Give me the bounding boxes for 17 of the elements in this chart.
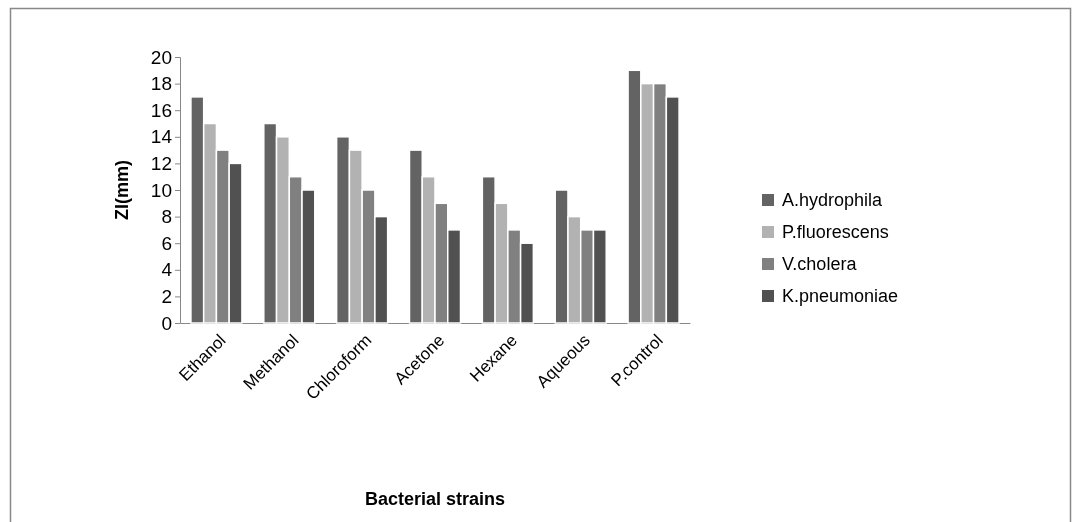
y-tick-label: 0 bbox=[161, 312, 172, 334]
legend-label: A.hydrophila bbox=[782, 190, 884, 211]
y-tick-label: 2 bbox=[161, 285, 172, 307]
y-tick-label: 6 bbox=[161, 232, 172, 254]
y-tick-label: 10 bbox=[150, 179, 172, 201]
y-tick-label: 18 bbox=[150, 73, 172, 95]
y-axis-title: ZI(mm) bbox=[112, 160, 132, 220]
y-tick-label: 16 bbox=[150, 99, 172, 121]
y-tick-label: 14 bbox=[150, 126, 173, 148]
legend-label: K.pneumoniae bbox=[782, 286, 899, 307]
x-axis-title: Bacterial strains bbox=[364, 489, 506, 509]
y-tick-label: 12 bbox=[150, 152, 172, 174]
y-tick-label: 20 bbox=[150, 46, 172, 68]
y-tick-label: 4 bbox=[161, 259, 173, 281]
y-tick-label: 8 bbox=[161, 206, 172, 228]
legend-label: V.cholera bbox=[782, 254, 858, 275]
legend-label: P.fluorescens bbox=[782, 222, 889, 243]
